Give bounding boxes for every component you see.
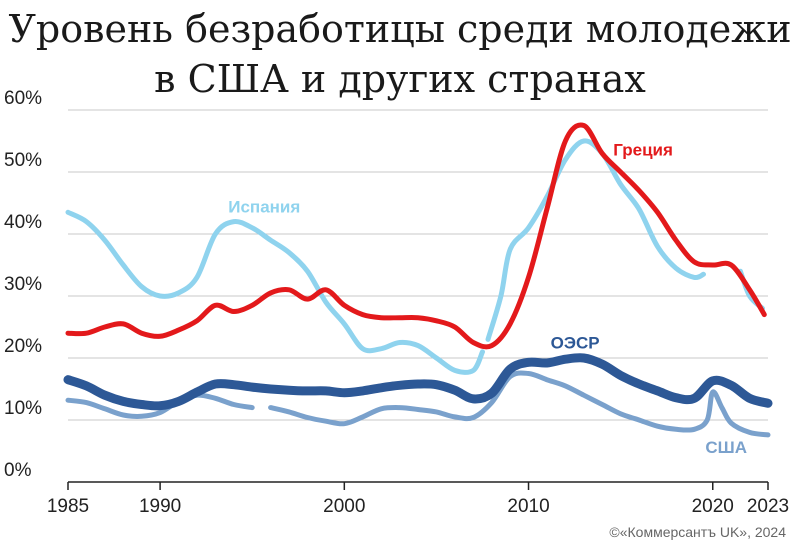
- series-lines: [63, 122, 773, 438]
- x-tick-label: 2023: [747, 496, 789, 517]
- x-tick-label: 1985: [47, 496, 89, 517]
- x-tick-label: 2010: [507, 496, 549, 517]
- x-tick-label: 1990: [139, 496, 181, 517]
- chart-title-line-2: в США и других странах: [154, 57, 646, 101]
- series-label: США: [705, 438, 747, 457]
- y-tick-label: 0%: [4, 460, 32, 481]
- y-tick-label: 40%: [4, 212, 42, 233]
- series-labels: Испания Греция ОЭСР США: [228, 140, 747, 457]
- y-tick-label: 50%: [4, 150, 42, 171]
- series-line: [63, 353, 773, 411]
- series-line: [65, 209, 485, 375]
- x-tick-label: 2000: [323, 496, 365, 517]
- series-label: ОЭСР: [551, 334, 600, 353]
- series-line: [485, 138, 706, 342]
- x-axis: 1985 1990 2000 2010 2020 2023: [47, 481, 789, 517]
- chart-title: Уровень безработицы среди молодежи в США…: [0, 4, 800, 104]
- chart-title-line-1: Уровень безработицы среди молодежи: [8, 7, 792, 51]
- series-line: [65, 122, 767, 350]
- series-label: Греция: [613, 140, 673, 159]
- y-tick-label: 30%: [4, 274, 42, 295]
- series-label: Испания: [228, 197, 300, 216]
- series-line: [268, 370, 771, 438]
- credit: ©«Коммерсантъ UK», 2024: [609, 524, 786, 540]
- y-tick-label: 60%: [4, 88, 42, 109]
- x-tick-label: 2020: [692, 496, 734, 517]
- y-tick-label: 20%: [4, 336, 42, 357]
- series-line: [65, 392, 255, 419]
- y-axis-ticks: 0% 10% 20% 30% 40% 50% 60%: [4, 88, 42, 481]
- y-tick-label: 10%: [4, 398, 42, 419]
